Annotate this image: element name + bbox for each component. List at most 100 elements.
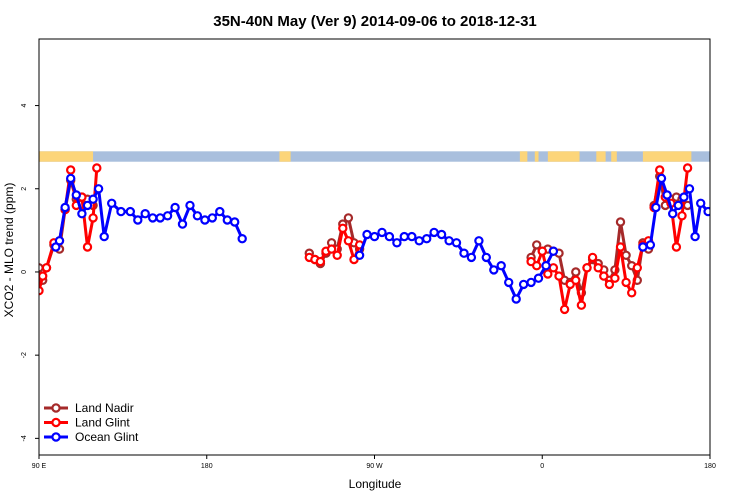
y-tick-label: 0	[21, 270, 28, 274]
ocean-glint-point	[459, 248, 469, 258]
land-glint-point	[532, 261, 542, 271]
ocean-glint-point	[638, 242, 648, 252]
ocean-glint-point	[133, 215, 143, 225]
ocean-glint-point	[140, 208, 150, 219]
ocean-glint-point	[384, 231, 395, 242]
ocean-glint-point	[77, 208, 87, 219]
ocean-glint-line	[642, 176, 710, 249]
land-glint-point	[338, 223, 348, 233]
legend-item-ocean-glint: Ocean Glint	[44, 430, 139, 444]
ocean-glint-point	[511, 294, 521, 304]
ocean-glint-point	[71, 190, 82, 200]
land-glint-point	[655, 165, 665, 175]
ocean-glint-point	[155, 213, 165, 223]
ocean-glint-point	[734, 214, 741, 221]
ocean-glint-point	[673, 200, 684, 211]
ocean-glint-point	[474, 236, 484, 246]
x-tick-label: 90 W	[366, 463, 383, 470]
land-glint-point	[677, 211, 687, 221]
ocean-glint-point	[354, 250, 365, 260]
ocean-glint-point	[99, 231, 109, 242]
ocean-glint-point	[668, 208, 678, 219]
ocean-band	[39, 151, 710, 162]
ocean-glint-point	[533, 273, 544, 283]
land-glint-point	[599, 271, 609, 281]
land-glint-point	[627, 288, 637, 298]
ocean-glint-point	[185, 200, 195, 211]
land-ocean-band	[39, 151, 710, 162]
ocean-glint-point	[88, 194, 98, 204]
land-band-segment	[642, 151, 692, 162]
land-glint-point	[543, 269, 553, 279]
ocean-glint-point	[106, 198, 117, 208]
ocean-glint-point	[377, 227, 387, 238]
land-glint-point	[548, 263, 559, 273]
legend-item-land-glint: Land Glint	[44, 416, 130, 430]
ocean-glint-point	[215, 206, 225, 217]
ocean-glint-point	[481, 252, 491, 263]
land-band-segment	[596, 151, 606, 162]
land-band-segment	[534, 151, 539, 162]
ocean-glint-point	[362, 229, 372, 240]
data-series	[39, 163, 741, 315]
ocean-glint-point	[496, 261, 506, 271]
land-glint-point	[554, 271, 564, 281]
ocean-glint-point	[719, 216, 726, 223]
ocean-glint-point	[192, 211, 203, 221]
land-glint-point	[604, 279, 615, 290]
land-glint-point	[582, 263, 592, 273]
land-nadir-point	[615, 217, 626, 227]
land-glint-point	[615, 242, 626, 252]
series-ocean-glint	[51, 173, 741, 304]
ocean-glint-point	[399, 231, 409, 242]
x-axis: 90 E 180 90 W 0 180	[32, 455, 716, 470]
land-glint-point	[92, 163, 102, 173]
land-glint-point	[571, 275, 581, 285]
ocean-glint-point	[207, 213, 217, 223]
ocean-glint-point	[696, 198, 706, 208]
land-band-segment	[279, 151, 291, 162]
ocean-glint-point	[651, 202, 661, 213]
ocean-glint-point	[712, 208, 719, 215]
ocean-glint-point	[422, 233, 432, 244]
series-land-glint	[39, 163, 693, 315]
y-axis: -4 -2 0 2 4	[21, 104, 39, 441]
land-glint-point	[82, 242, 93, 252]
ocean-glint-point	[504, 277, 514, 288]
chart-title: 35N-40N May (Ver 9) 2014-09-06 to 2018-1…	[213, 13, 537, 30]
land-glint-point	[610, 273, 620, 283]
ocean-glint-point	[392, 238, 402, 248]
ocean-glint-point	[82, 200, 93, 211]
plot-frame	[38, 38, 711, 456]
ocean-glint-point	[147, 213, 158, 223]
ocean-glint-point	[436, 229, 447, 240]
land-glint-point	[343, 236, 354, 246]
land-glint-point	[315, 256, 326, 267]
ocean-glint-point	[684, 184, 695, 194]
land-glint-point	[537, 246, 548, 256]
land-glint-point	[332, 250, 342, 260]
land-glint-point	[593, 263, 603, 273]
land-glint-point	[671, 242, 682, 252]
ocean-glint-point	[170, 202, 180, 213]
land-glint-point	[41, 263, 52, 273]
ocean-glint-point	[200, 215, 210, 225]
ocean-glint-point	[489, 265, 499, 275]
ocean-glint-point	[93, 184, 104, 194]
y-tick-label: 4	[21, 104, 28, 108]
ocean-glint-point	[125, 206, 136, 217]
land-glint-point	[326, 244, 337, 254]
ocean-glint-point	[548, 246, 559, 256]
land-band-segment	[519, 151, 528, 162]
land-glint-point	[39, 271, 48, 281]
ocean-glint-point	[541, 261, 551, 271]
land-band-segment	[547, 151, 580, 162]
ocean-glint-point	[369, 231, 380, 242]
ocean-glint-point	[703, 206, 710, 217]
ocean-glint-point	[229, 217, 240, 227]
ocean-glint-point	[116, 206, 126, 217]
land-band-segment	[611, 151, 617, 162]
legend-label: Land Nadir	[75, 401, 134, 415]
